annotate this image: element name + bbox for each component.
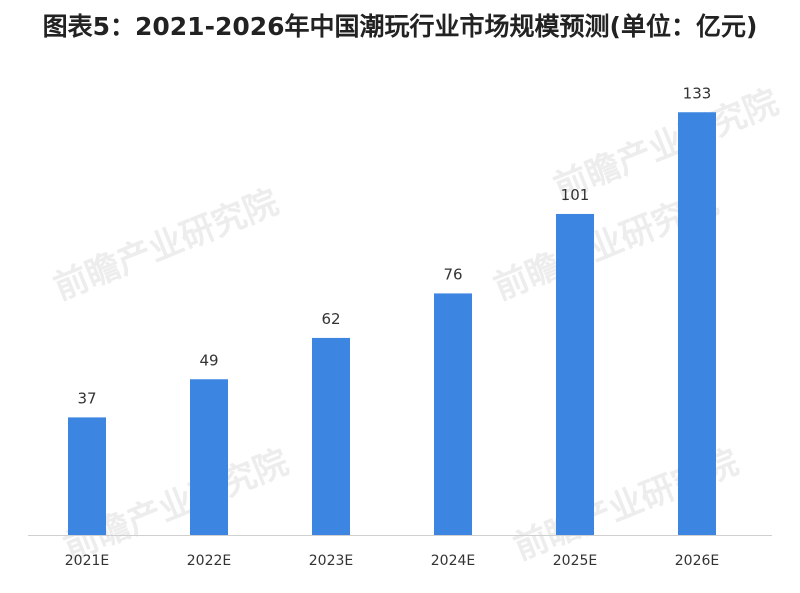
bar-2026E	[678, 112, 716, 535]
bar-2022E	[190, 379, 228, 535]
data-label-2023E: 62	[321, 310, 340, 328]
chart-title: 图表5：2021-2026年中国潮玩行业市场规模预测(单位：亿元)	[42, 12, 758, 41]
bar-2025E	[556, 213, 594, 535]
data-label-2026E: 133	[683, 84, 712, 102]
data-label-2022E: 49	[199, 351, 218, 369]
bars-layer	[68, 112, 716, 535]
x-tick-2022E: 2022E	[187, 553, 231, 569]
bar-2021E	[68, 417, 106, 535]
bar-2023E	[312, 337, 350, 535]
x-tick-2025E: 2025E	[553, 553, 597, 569]
x-tick-labels: 2021E 2022E 2023E 2024E 2025E 2026E	[65, 553, 719, 569]
data-label-2024E: 76	[443, 265, 462, 283]
x-tick-2021E: 2021E	[65, 553, 109, 569]
x-tick-2023E: 2023E	[309, 553, 353, 569]
x-tick-2024E: 2024E	[431, 553, 475, 569]
data-labels: 37 49 62 76 101 133	[77, 84, 711, 407]
bar-2024E	[434, 293, 472, 535]
data-label-2025E: 101	[561, 186, 590, 204]
data-label-2021E: 37	[77, 389, 96, 407]
x-tick-2026E: 2026E	[675, 553, 719, 569]
watermark-text: 前瞻产业研究院	[48, 182, 284, 308]
